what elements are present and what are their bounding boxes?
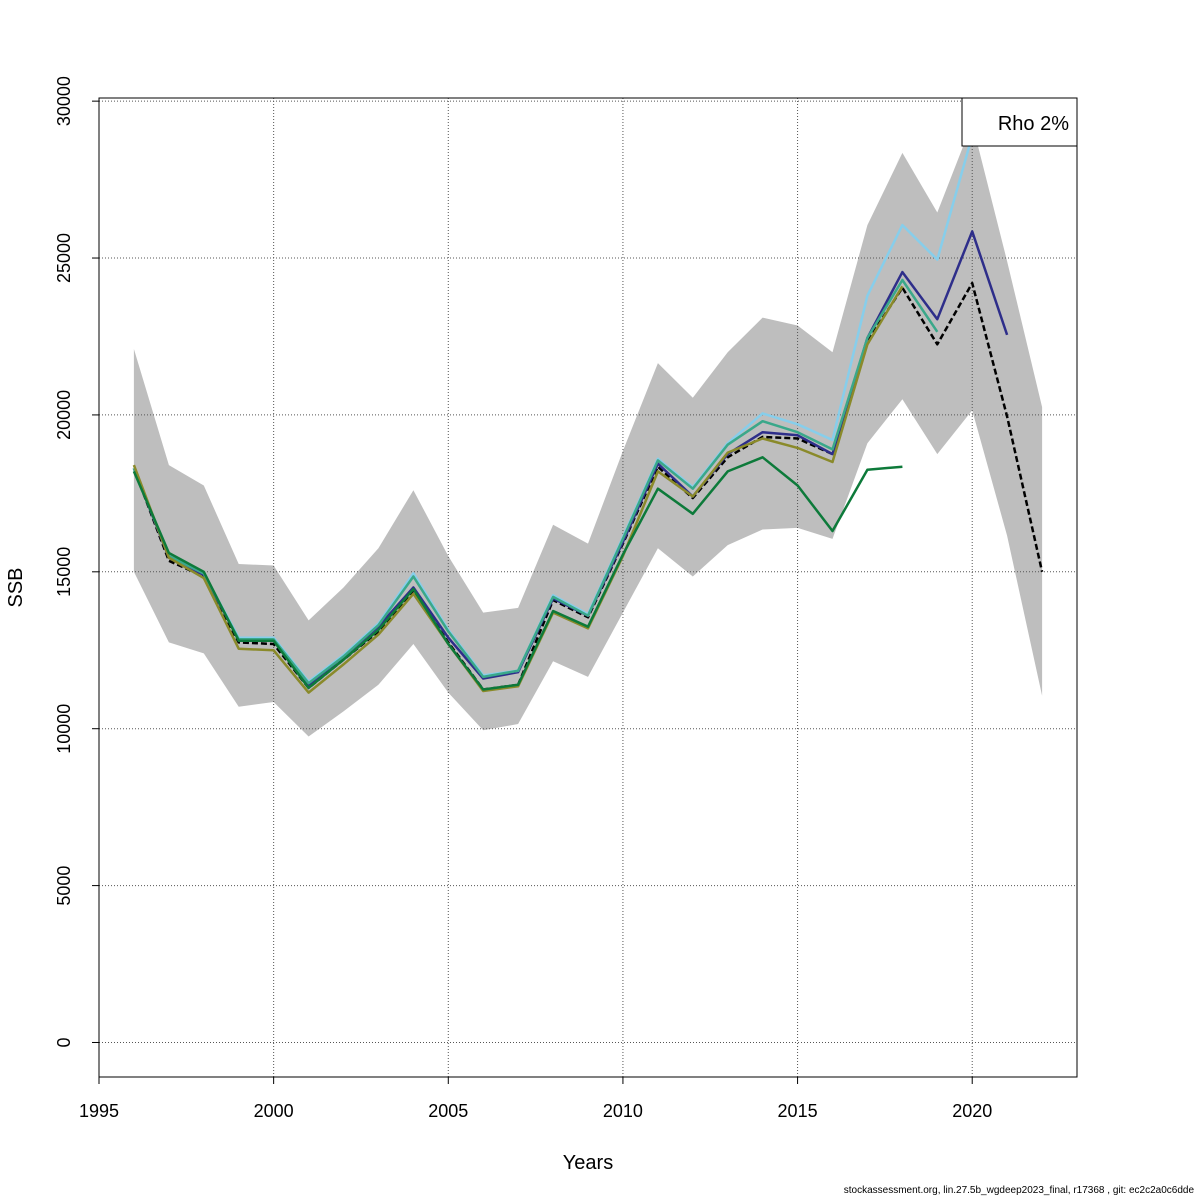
x-tick-label: 2005: [428, 1101, 468, 1121]
x-tick-label: 2010: [603, 1101, 643, 1121]
grid-layer: [98, 98, 1077, 1077]
y-tick-label: 0: [54, 1037, 74, 1047]
series-layer: [132, 135, 1044, 694]
x-tick-label: 2020: [952, 1101, 992, 1121]
legend: Rho 2%: [961, 97, 1078, 147]
y-axis-title: SSB: [5, 567, 27, 607]
y-tick-label: 5000: [54, 866, 74, 906]
confidence-band: [133, 123, 1043, 737]
legend-text: Rho 2%: [998, 113, 1069, 135]
y-tick-label: 20000: [54, 390, 74, 440]
x-tick-label: 2015: [778, 1101, 818, 1121]
series-line-3: [132, 135, 974, 683]
footer-caption: stockassessment.org, lin.27.5b_wgdeep202…: [843, 1185, 1194, 1196]
x-axis-title: Years: [563, 1152, 613, 1174]
axis-layer: 1995 2000 2005 2010 2015 2020 0 5000 10000 15000 2…: [54, 76, 992, 1121]
series-line-5: [132, 285, 904, 694]
y-tick-label: 30000: [54, 76, 74, 126]
y-tick-label: 25000: [54, 233, 74, 283]
confidence-band-layer: [133, 123, 1043, 737]
y-tick-label: 15000: [54, 547, 74, 597]
y-tick-label: 10000: [54, 704, 74, 754]
legend-box: [961, 97, 1078, 147]
x-tick-label: 2000: [254, 1101, 294, 1121]
series-line-6: [132, 456, 903, 691]
series-line-4: [132, 278, 939, 685]
x-tick-label: 1995: [79, 1101, 119, 1121]
